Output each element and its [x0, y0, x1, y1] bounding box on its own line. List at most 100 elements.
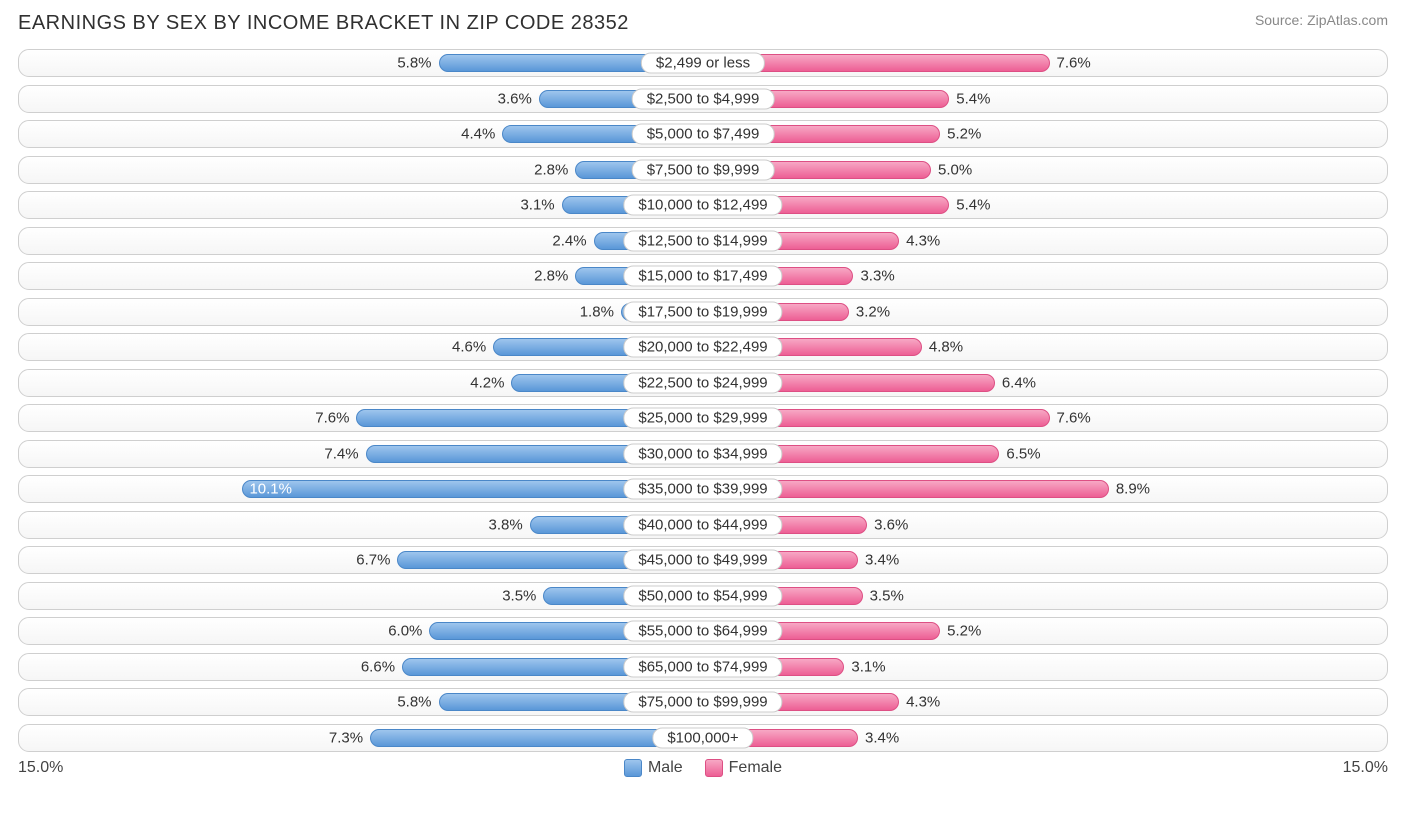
- female-half: 6.5%: [703, 441, 1387, 467]
- chart-row: 3.8%3.6%$40,000 to $44,999: [18, 511, 1388, 539]
- bracket-label: $20,000 to $22,499: [623, 337, 782, 358]
- bracket-label: $25,000 to $29,999: [623, 408, 782, 429]
- male-value: 2.8%: [534, 161, 576, 178]
- female-value: 7.6%: [1049, 410, 1091, 427]
- chart-row: 3.5% 3.5% $50,000 to $54,999: [18, 582, 1388, 610]
- female-value: 3.6%: [866, 516, 908, 533]
- legend-female-label: Female: [729, 759, 782, 777]
- female-value: 4.3%: [898, 232, 940, 249]
- male-half: 4.2%: [19, 370, 703, 396]
- axis-right-max: 15.0%: [1343, 759, 1388, 777]
- female-half: 5.4%: [703, 86, 1387, 112]
- male-half: 2.4%: [19, 228, 703, 254]
- bracket-label: $2,500 to $4,999: [632, 88, 775, 109]
- female-value: 5.4%: [948, 90, 990, 107]
- male-half: 2.8%: [19, 157, 703, 183]
- female-value: 3.3%: [852, 268, 894, 285]
- female-half: 7.6%: [703, 405, 1387, 431]
- female-value: 3.4%: [857, 552, 899, 569]
- bracket-label: $7,500 to $9,999: [632, 159, 775, 180]
- female-half: 5.0%: [703, 157, 1387, 183]
- bracket-label: $15,000 to $17,499: [623, 266, 782, 287]
- male-value: 4.2%: [470, 374, 512, 391]
- female-swatch-icon: [705, 759, 723, 777]
- chart-footer: 15.0% Male Female 15.0%: [18, 759, 1388, 777]
- female-half: 5.2%: [703, 618, 1387, 644]
- female-value: 4.8%: [921, 339, 963, 356]
- male-swatch-icon: [624, 759, 642, 777]
- male-value: 3.8%: [489, 516, 531, 533]
- female-half: 3.5%: [703, 583, 1387, 609]
- bracket-label: $65,000 to $74,999: [623, 656, 782, 677]
- chart-row: 4.2%6.4%$22,500 to $24,999: [18, 369, 1388, 397]
- chart-row: 7.3%3.4%$100,000+: [18, 724, 1388, 752]
- legend-male-label: Male: [648, 759, 683, 777]
- male-half: 4.4%: [19, 121, 703, 147]
- male-value: 4.4%: [461, 126, 503, 143]
- bracket-label: $100,000+: [652, 727, 753, 748]
- chart-row: 3.1%5.4%$10,000 to $12,499: [18, 191, 1388, 219]
- female-value: 3.4%: [857, 729, 899, 746]
- male-half: 3.8%: [19, 512, 703, 538]
- female-value: 6.5%: [998, 445, 1040, 462]
- male-value: 6.6%: [361, 658, 403, 675]
- legend: Male Female: [624, 759, 782, 777]
- chart-title: EARNINGS BY SEX BY INCOME BRACKET IN ZIP…: [18, 12, 629, 35]
- chart-row: 1.8%3.2%$17,500 to $19,999: [18, 298, 1388, 326]
- female-half: 3.4%: [703, 547, 1387, 573]
- bracket-label: $35,000 to $39,999: [623, 479, 782, 500]
- female-half: 5.4%: [703, 192, 1387, 218]
- male-half: 1.8%: [19, 299, 703, 325]
- male-half: 7.4%: [19, 441, 703, 467]
- chart-row: 7.6%7.6%$25,000 to $29,999: [18, 404, 1388, 432]
- male-half: 6.7%: [19, 547, 703, 573]
- male-half: 5.8%: [19, 689, 703, 715]
- male-half: 5.8%: [19, 50, 703, 76]
- legend-male: Male: [624, 759, 683, 777]
- chart-row: 4.6% 4.8% $20,000 to $22,499: [18, 333, 1388, 361]
- male-value: 3.1%: [520, 197, 562, 214]
- male-value: 10.1%: [249, 481, 292, 498]
- male-value: 4.6%: [452, 339, 494, 356]
- female-half: 4.3%: [703, 228, 1387, 254]
- female-value: 5.4%: [948, 197, 990, 214]
- male-value: 2.4%: [552, 232, 594, 249]
- male-half: 2.8%: [19, 263, 703, 289]
- female-half: 4.8%: [703, 334, 1387, 360]
- female-value: 6.4%: [994, 374, 1036, 391]
- butterfly-chart: 5.8%7.6%$2,499 or less 3.6% 5.4% $2,500 to …: [18, 49, 1388, 752]
- chart-row: 5.8%7.6%$2,499 or less: [18, 49, 1388, 77]
- female-value: 3.1%: [843, 658, 885, 675]
- male-value: 7.4%: [324, 445, 366, 462]
- chart-row: 4.4%5.2%$5,000 to $7,499: [18, 120, 1388, 148]
- bracket-label: $45,000 to $49,999: [623, 550, 782, 571]
- male-value: 6.7%: [356, 552, 398, 569]
- male-half: 10.1%: [19, 476, 703, 502]
- bracket-label: $50,000 to $54,999: [623, 585, 782, 606]
- male-half: 3.5%: [19, 583, 703, 609]
- female-half: 3.4%: [703, 725, 1387, 751]
- female-half: 3.1%: [703, 654, 1387, 680]
- bracket-label: $55,000 to $64,999: [623, 621, 782, 642]
- female-value: 3.5%: [862, 587, 904, 604]
- male-value: 3.5%: [502, 587, 544, 604]
- chart-row: 10.1% 8.9% $35,000 to $39,999: [18, 475, 1388, 503]
- chart-row: 6.6% 3.1% $65,000 to $74,999: [18, 653, 1388, 681]
- bracket-label: $5,000 to $7,499: [632, 124, 775, 145]
- female-half: 4.3%: [703, 689, 1387, 715]
- female-half: 6.4%: [703, 370, 1387, 396]
- male-value: 6.0%: [388, 623, 430, 640]
- bracket-label: $75,000 to $99,999: [623, 692, 782, 713]
- male-half: 4.6%: [19, 334, 703, 360]
- legend-female: Female: [705, 759, 782, 777]
- chart-row: 6.0% 5.2%$55,000 to $64,999: [18, 617, 1388, 645]
- male-half: 6.6%: [19, 654, 703, 680]
- bracket-label: $12,500 to $14,999: [623, 230, 782, 251]
- female-value: 8.9%: [1108, 481, 1150, 498]
- female-half: 3.6%: [703, 512, 1387, 538]
- header: EARNINGS BY SEX BY INCOME BRACKET IN ZIP…: [18, 12, 1388, 35]
- male-value: 3.6%: [498, 90, 540, 107]
- female-value: 3.2%: [848, 303, 890, 320]
- male-half: 7.6%: [19, 405, 703, 431]
- male-value: 5.8%: [397, 55, 439, 72]
